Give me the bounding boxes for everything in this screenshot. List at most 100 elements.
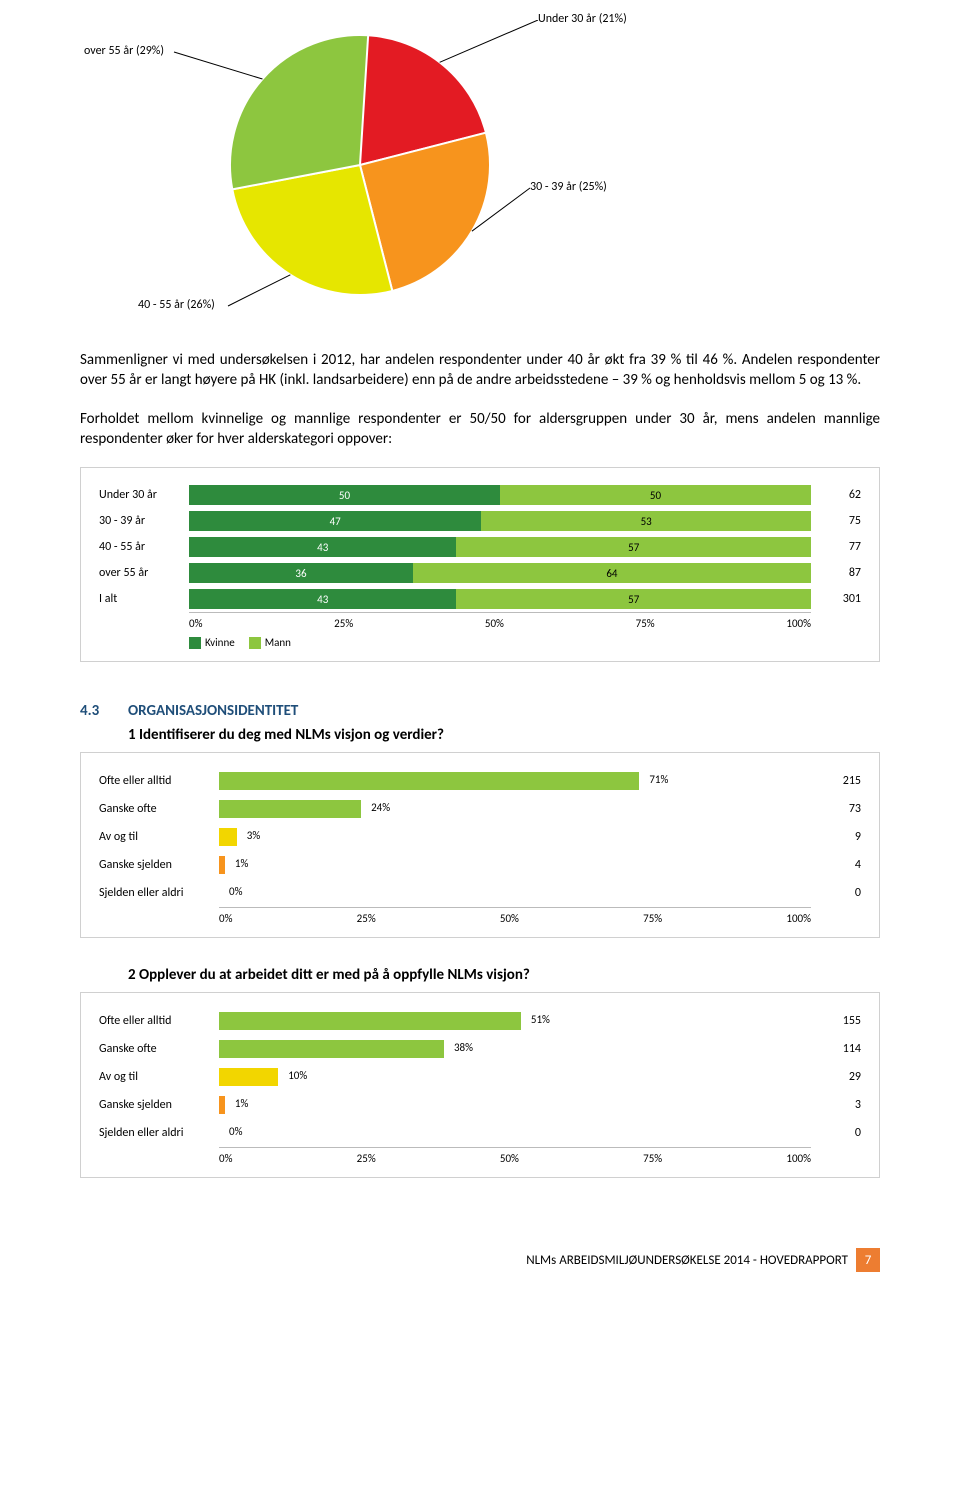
row-count: 155 [821, 1014, 861, 1028]
axis-tick: 75% [643, 912, 662, 925]
bar [219, 1068, 278, 1086]
row-label: Under 30 år [99, 488, 189, 502]
axis-tick: 100% [786, 912, 811, 925]
section-number: 4.3 [80, 702, 116, 720]
axis-tick: 25% [357, 912, 376, 925]
bar [219, 772, 639, 790]
bar [219, 828, 237, 846]
bar-pct-label: 24% [371, 801, 390, 814]
bar-pct-label: 71% [649, 773, 668, 786]
bar-pct-label: 0% [229, 1125, 242, 1138]
question-2: 2 Opplever du at arbeidet ditt er med på… [128, 966, 880, 984]
bar-row: Sjelden eller aldri 0% 0 [99, 1119, 861, 1147]
segment-mann: 50 [500, 485, 811, 505]
row-label: 30 - 39 år [99, 514, 189, 528]
row-label: Av og til [99, 830, 219, 844]
axis-tick: 100% [786, 617, 811, 630]
question-1-bar-chart: Ofte eller alltid 71% 215 Ganske ofte 24… [80, 752, 880, 938]
row-label: Sjelden eller aldri [99, 886, 219, 900]
axis-tick: 0% [219, 912, 232, 925]
bar-pct-label: 38% [454, 1041, 473, 1054]
row-label: I alt [99, 592, 189, 606]
stacked-bar-row: 30 - 39 år 47 53 75 [99, 508, 861, 534]
bar-row: Ganske ofte 38% 114 [99, 1035, 861, 1063]
row-count: 114 [821, 1042, 861, 1056]
bar-row: Sjelden eller aldri 0% 0 [99, 879, 861, 907]
bar-row: Ganske sjelden 1% 4 [99, 851, 861, 879]
row-count: 9 [821, 830, 861, 844]
segment-kvinne: 36 [189, 563, 413, 583]
page-number: 7 [856, 1248, 880, 1272]
bar-pct-label: 10% [288, 1069, 307, 1082]
gender-by-age-stacked-chart: Under 30 år 50 50 62 30 - 39 år 47 53 75… [80, 467, 880, 662]
axis-tick: 75% [643, 1152, 662, 1165]
bar-row: Ofte eller alltid 51% 155 [99, 1007, 861, 1035]
segment-mann: 64 [413, 563, 811, 583]
pie-slice-label: Under 30 år (21%) [538, 12, 627, 26]
row-count: 75 [821, 514, 861, 528]
row-label: Ganske ofte [99, 802, 219, 816]
axis-tick: 25% [357, 1152, 376, 1165]
bar [219, 1040, 444, 1058]
axis-tick: 0% [189, 617, 202, 630]
segment-mann: 57 [456, 537, 811, 557]
bar-row: Av og til 3% 9 [99, 823, 861, 851]
stacked-bar-row: Under 30 år 50 50 62 [99, 482, 861, 508]
segment-kvinne: 47 [189, 511, 481, 531]
bar-pct-label: 0% [229, 885, 242, 898]
axis-tick: 75% [636, 617, 655, 630]
segment-kvinne: 43 [189, 537, 456, 557]
segment-kvinne: 50 [189, 485, 500, 505]
bar-row: Av og til 10% 29 [99, 1063, 861, 1091]
bar-pct-label: 3% [247, 829, 260, 842]
section-title: ORGANISASJONSIDENTITET [128, 702, 298, 720]
bar [219, 856, 225, 874]
question-2-bar-chart: Ofte eller alltid 51% 155 Ganske ofte 38… [80, 992, 880, 1178]
row-count: 62 [821, 488, 861, 502]
pie-slice-label: 30 - 39 år (25%) [530, 180, 607, 194]
axis-tick: 50% [485, 617, 504, 630]
row-count: 4 [821, 858, 861, 872]
axis-tick: 0% [219, 1152, 232, 1165]
pie-slice-label: 40 - 55 år (26%) [138, 298, 215, 312]
row-label: Ofte eller alltid [99, 774, 219, 788]
row-label: Sjelden eller aldri [99, 1126, 219, 1140]
age-pie-chart: Under 30 år (21%)30 - 39 år (25%)40 - 55… [140, 20, 840, 320]
paragraph-1: Sammenligner vi med undersøkelsen i 2012… [80, 350, 880, 391]
bar [219, 1012, 521, 1030]
axis-tick: 50% [500, 912, 519, 925]
row-count: 3 [821, 1098, 861, 1112]
row-count: 77 [821, 540, 861, 554]
row-label: Ganske sjelden [99, 1098, 219, 1112]
bar-row: Ofte eller alltid 71% 215 [99, 767, 861, 795]
row-label: 40 - 55 år [99, 540, 189, 554]
segment-kvinne: 43 [189, 589, 456, 609]
section-heading: 4.3 ORGANISASJONSIDENTITET [80, 702, 880, 720]
axis-tick: 50% [500, 1152, 519, 1165]
row-label: Ofte eller alltid [99, 1014, 219, 1028]
bar-row: Ganske sjelden 1% 3 [99, 1091, 861, 1119]
bar-pct-label: 1% [235, 1097, 248, 1110]
row-count: 73 [821, 802, 861, 816]
question-1: 1 Identifiserer du deg med NLMs visjon o… [128, 726, 880, 744]
pie-slice [230, 35, 368, 189]
row-count: 0 [821, 886, 861, 900]
axis-tick: 25% [334, 617, 353, 630]
axis-tick: 100% [786, 1152, 811, 1165]
row-count: 301 [821, 592, 861, 606]
bar-row: Ganske ofte 24% 73 [99, 795, 861, 823]
segment-mann: 57 [456, 589, 811, 609]
bar-pct-label: 51% [531, 1013, 550, 1026]
row-label: Av og til [99, 1070, 219, 1084]
stacked-bar-row: over 55 år 36 64 87 [99, 560, 861, 586]
row-label: Ganske ofte [99, 1042, 219, 1056]
row-label: Ganske sjelden [99, 858, 219, 872]
stacked-bar-row: 40 - 55 år 43 57 77 [99, 534, 861, 560]
segment-mann: 53 [481, 511, 811, 531]
paragraph-2: Forholdet mellom kvinnelige og mannlige … [80, 409, 880, 450]
page-footer: NLMs ARBEIDSMILJØUNDERSØKELSE 2014 - HOV… [80, 1248, 880, 1272]
row-count: 87 [821, 566, 861, 580]
bar [219, 1096, 225, 1114]
row-label: over 55 år [99, 566, 189, 580]
row-count: 29 [821, 1070, 861, 1084]
